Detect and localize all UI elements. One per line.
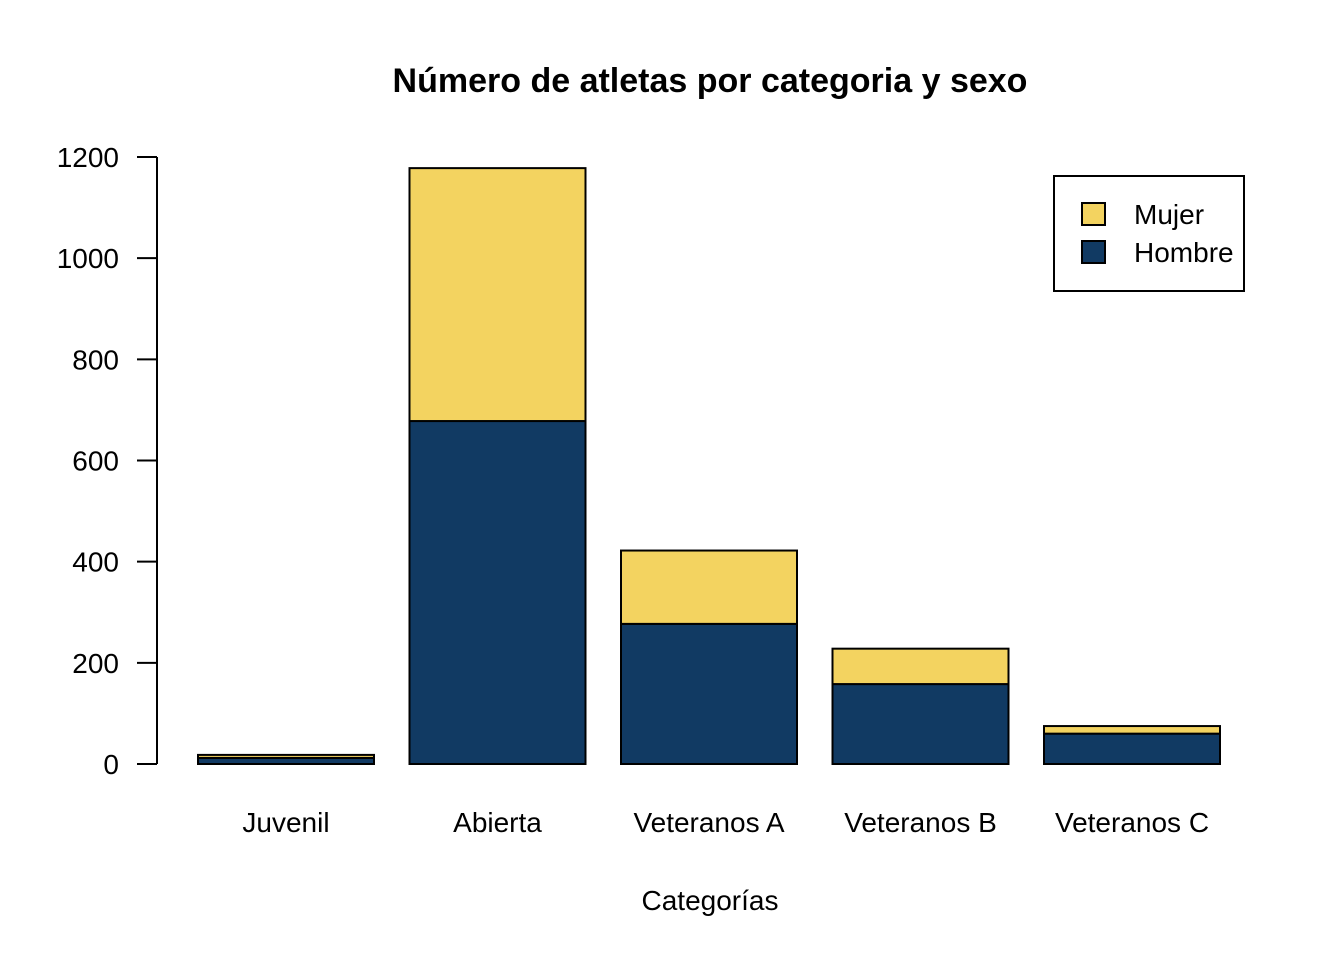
bar-hombre-abierta (408, 420, 587, 765)
x-tick-label: Juvenil (242, 807, 329, 838)
y-tick-label: 1200 (57, 142, 119, 173)
x-tick-label: Veteranos C (1055, 807, 1209, 838)
bar-mujer-veteranos-b (831, 647, 1010, 686)
legend-box (1053, 175, 1245, 292)
bar-mujer-veteranos-c (1043, 725, 1221, 735)
bar-mujer-abierta (408, 167, 587, 423)
x-tick-label: Abierta (453, 807, 542, 838)
legend-swatch-hombre (1081, 240, 1106, 264)
legend-swatch-mujer (1081, 202, 1106, 226)
y-tick-label: 1000 (57, 243, 119, 274)
y-tick-label: 200 (72, 648, 119, 679)
y-tick-label: 0 (103, 749, 119, 780)
bar-mujer-juvenil (197, 753, 375, 759)
y-axis: 0 200 400 600 800 1000 1200 (57, 142, 158, 780)
bar-mujer-veteranos-a (620, 549, 798, 625)
y-tick-label: 600 (72, 446, 119, 477)
x-tick-labels: Juvenil Abierta Veteranos A Veteranos B Vete… (242, 807, 1209, 838)
chart-title: Número de atletas por categoria y sexo (393, 62, 1028, 100)
legend-label-hombre: Hombre (1134, 237, 1234, 268)
bars (197, 167, 1221, 766)
x-axis-label: Categorías (642, 885, 779, 916)
x-tick-label: Veteranos B (844, 807, 997, 838)
y-tick-label: 800 (72, 344, 119, 375)
legend-label-mujer: Mujer (1134, 199, 1204, 230)
y-tick-label: 400 (72, 547, 119, 578)
bar-hombre-veteranos-c (1043, 732, 1221, 766)
legend: Mujer Hombre (1053, 175, 1245, 292)
x-tick-label: Veteranos A (633, 807, 784, 838)
bar-hombre-veteranos-a (620, 622, 798, 765)
bar-hombre-veteranos-b (831, 683, 1010, 765)
